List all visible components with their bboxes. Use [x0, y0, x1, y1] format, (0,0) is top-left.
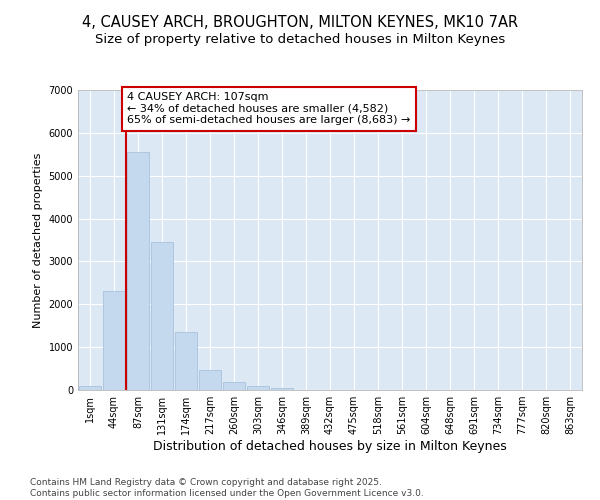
- Bar: [79, 386, 101, 390]
- Text: Size of property relative to detached houses in Milton Keynes: Size of property relative to detached ho…: [95, 32, 505, 46]
- Text: Contains HM Land Registry data © Crown copyright and database right 2025.
Contai: Contains HM Land Registry data © Crown c…: [30, 478, 424, 498]
- Bar: [175, 332, 197, 390]
- Bar: [247, 386, 269, 390]
- Bar: [151, 242, 173, 390]
- Bar: [103, 292, 125, 390]
- Text: 4, CAUSEY ARCH, BROUGHTON, MILTON KEYNES, MK10 7AR: 4, CAUSEY ARCH, BROUGHTON, MILTON KEYNES…: [82, 15, 518, 30]
- Bar: [127, 152, 149, 390]
- Bar: [199, 370, 221, 390]
- Bar: [271, 388, 293, 390]
- Text: 4 CAUSEY ARCH: 107sqm
← 34% of detached houses are smaller (4,582)
65% of semi-d: 4 CAUSEY ARCH: 107sqm ← 34% of detached …: [127, 92, 410, 126]
- Bar: [223, 382, 245, 390]
- X-axis label: Distribution of detached houses by size in Milton Keynes: Distribution of detached houses by size …: [153, 440, 507, 453]
- Y-axis label: Number of detached properties: Number of detached properties: [33, 152, 43, 328]
